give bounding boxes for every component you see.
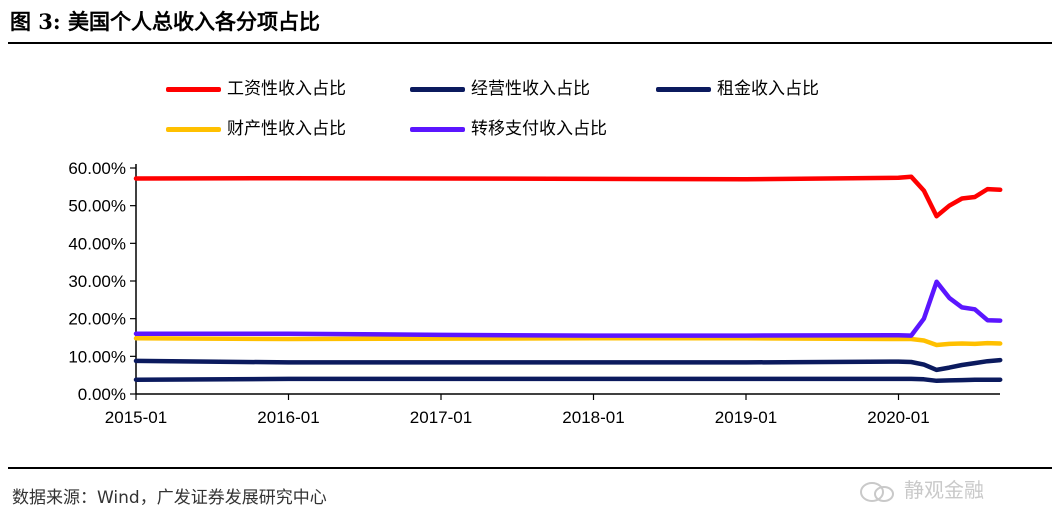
- legend-item: 经营性收入占比: [410, 74, 590, 99]
- series-line-2: [133, 357, 1003, 373]
- legend-swatch: [656, 86, 711, 92]
- bottom-divider: [8, 467, 1052, 469]
- legend-item: 财产性收入占比: [166, 114, 346, 139]
- series-line-5: [133, 279, 1003, 338]
- legend-label: 经营性收入占比: [471, 79, 590, 99]
- source-note: 数据来源：Wind，广发证券发展研究中心: [12, 488, 327, 508]
- legend-label: 工资性收入占比: [227, 79, 346, 99]
- y-tick-label: 20.00%: [68, 310, 126, 329]
- y-tick-label: 60.00%: [68, 159, 126, 178]
- x-tick-label: 2017-01: [410, 408, 472, 427]
- chart-axes: 0.00% 10.00% 20.00% 30.00% 40.00% 50.00% 60.00…: [68, 159, 1000, 427]
- y-tick-label: 0.00%: [78, 385, 126, 404]
- legend-label: 转移支付收入占比: [471, 119, 607, 139]
- x-tick-label: 2016-01: [257, 408, 319, 427]
- x-tick-label: 2018-01: [562, 408, 624, 427]
- x-tick-label: 2020-01: [867, 408, 929, 427]
- y-tick-label: 30.00%: [68, 272, 126, 291]
- legend-label: 财产性收入占比: [227, 119, 346, 139]
- legend-swatch: [410, 86, 465, 92]
- watermark: 静观金融: [858, 474, 984, 504]
- watermark-text: 静观金融: [904, 478, 984, 502]
- series-line-4: [133, 336, 1003, 348]
- y-tick-label: 50.00%: [68, 197, 126, 216]
- legend-item: 转移支付收入占比: [410, 114, 607, 139]
- legend-swatch: [166, 86, 221, 92]
- chart-title: 图 3: 美国个人总收入各分项占比: [10, 9, 320, 34]
- wechat-icon: [860, 481, 894, 502]
- x-tick-label: 2015-01: [105, 408, 167, 427]
- chart-series: [133, 174, 1003, 384]
- legend-item: 租金收入占比: [656, 74, 819, 99]
- line-chart: 0.00% 10.00% 20.00% 30.00% 40.00% 50.00% 60.00…: [68, 159, 1003, 427]
- top-divider: [8, 42, 1052, 44]
- legend-item: 工资性收入占比: [166, 74, 346, 99]
- y-tick-label: 40.00%: [68, 234, 126, 253]
- series-line-1: [133, 174, 1003, 219]
- legend-label: 租金收入占比: [717, 79, 819, 99]
- legend-swatch: [166, 126, 221, 132]
- y-tick-label: 10.00%: [68, 347, 126, 366]
- x-tick-label: 2019-01: [715, 408, 777, 427]
- legend-swatch: [410, 126, 465, 132]
- series-line-3: [133, 376, 1003, 384]
